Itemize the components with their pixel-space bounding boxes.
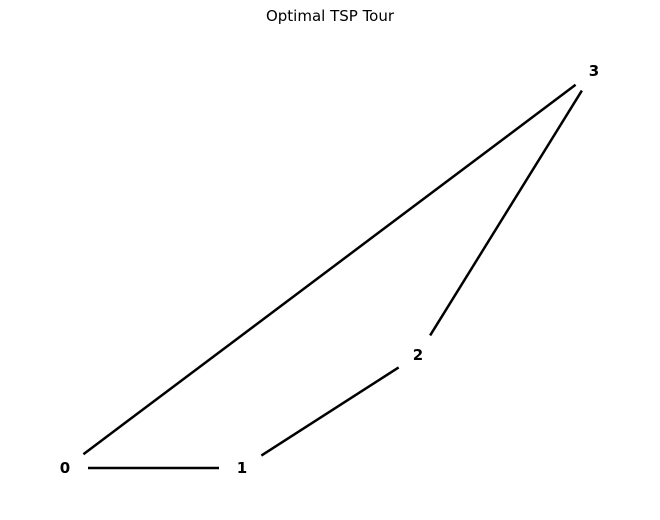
edge-2-3 xyxy=(429,89,583,337)
edge-1-2 xyxy=(260,366,400,457)
node-0: 0 xyxy=(60,459,70,477)
node-1: 1 xyxy=(237,459,247,477)
edge-3-0 xyxy=(82,83,577,456)
nodes-layer: 0 1 2 3 xyxy=(60,62,599,477)
figure-title: Optimal TSP Tour xyxy=(265,7,395,25)
node-2: 2 xyxy=(413,346,423,364)
node-3: 3 xyxy=(589,62,599,80)
edges-layer xyxy=(82,83,583,470)
